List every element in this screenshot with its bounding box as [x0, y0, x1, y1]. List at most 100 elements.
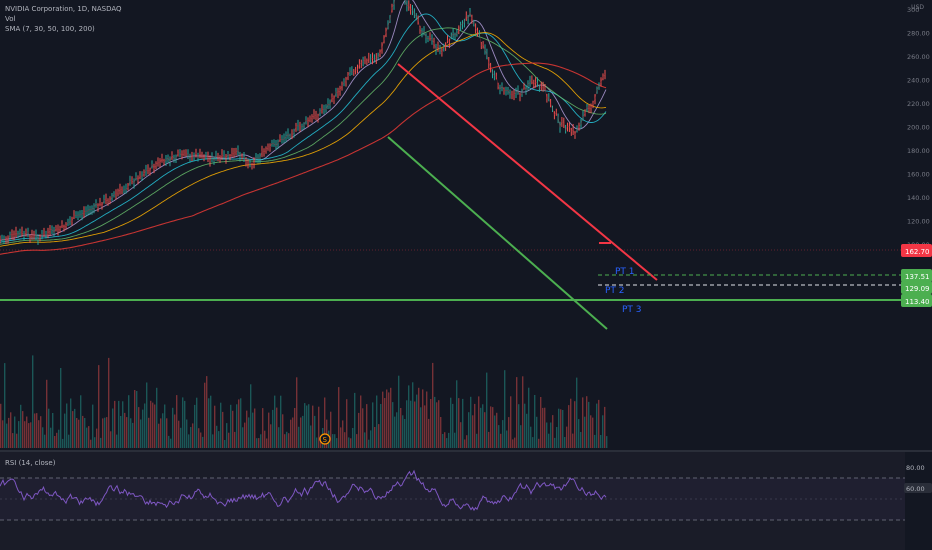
volume-bar [120, 416, 122, 448]
volume-bar [526, 413, 528, 448]
volume-bar [440, 417, 442, 448]
volume-indicator-label[interactable]: Vol [5, 15, 16, 23]
support-trendline[interactable] [387, 136, 608, 330]
volume-bar [52, 413, 54, 448]
volume-bar [50, 427, 52, 448]
sma-indicator-label[interactable]: SMA (7, 30, 50, 100, 200) [5, 25, 95, 33]
volume-bar [38, 420, 40, 448]
volume-bar [314, 415, 316, 448]
volume-bar [334, 434, 336, 448]
volume-bar [170, 438, 172, 448]
volume-bar [468, 412, 470, 448]
volume-bar [450, 397, 452, 448]
volume-bar [234, 431, 236, 448]
volume-bar [356, 434, 358, 448]
volume-bar [66, 403, 68, 448]
volume-bar [554, 437, 556, 448]
event-marker[interactable] [319, 433, 331, 445]
volume-bar [518, 404, 520, 448]
volume-bar [182, 397, 184, 448]
volume-bar [220, 402, 222, 448]
resistance-trendline[interactable] [397, 63, 658, 281]
price-badge-target-1: 137.51 [901, 269, 932, 282]
volume-bar [172, 407, 174, 448]
volume-bar [524, 403, 526, 448]
volume-bar [394, 416, 396, 448]
volume-bar [292, 417, 294, 448]
volume-bar [398, 375, 400, 448]
volume-bar [138, 407, 140, 448]
volume-bar [230, 404, 232, 448]
symbol-title[interactable]: NVIDIA Corporation, 1D, NASDAQ [5, 5, 122, 13]
volume-bar [40, 416, 42, 448]
volume-bar [416, 394, 418, 448]
volume-bar [258, 438, 260, 448]
price-badge-current-text: 162.70 [905, 248, 930, 256]
volume-bar [496, 412, 498, 448]
volume-bar [382, 391, 384, 448]
volume-bar [198, 428, 200, 448]
volume-bar [478, 396, 480, 448]
volume-bar [480, 407, 482, 448]
volume-bar [254, 408, 256, 448]
volume-bar [460, 422, 462, 448]
volume-bar [540, 397, 542, 448]
volume-bar [550, 422, 552, 448]
volume-bar [224, 440, 226, 448]
volume-bar [536, 416, 538, 448]
volume-bar [130, 418, 132, 448]
volume-bar [190, 427, 192, 448]
volume-bar [298, 426, 300, 448]
volume-bar [58, 429, 60, 448]
volume-bar [212, 434, 214, 448]
volume-bar [194, 404, 196, 448]
volume-bar [202, 436, 204, 448]
volume-bar [36, 413, 38, 448]
volume-bar [462, 398, 464, 448]
rsi-value-text: 60.00 [906, 485, 925, 493]
volume-bar [174, 414, 176, 448]
volume-bar [296, 377, 298, 448]
volume-bar [542, 407, 544, 448]
volume-bar [520, 425, 522, 448]
rsi-indicator-label[interactable]: RSI (14, close) [5, 459, 56, 467]
volume-bar [360, 395, 362, 448]
volume-bar [116, 434, 118, 448]
volume-bar [226, 423, 228, 448]
volume-bar [424, 405, 426, 448]
price-axis-tick: 120.00 [907, 218, 930, 226]
volume-bar [476, 433, 478, 448]
volume-bar [96, 428, 98, 448]
volume-bar [580, 432, 582, 448]
volume-bar [94, 437, 96, 448]
volume-bar [78, 419, 80, 448]
volume-bar [48, 408, 50, 448]
volume-bar [498, 425, 500, 448]
price-axis-tick: 300 [907, 6, 919, 14]
volume-bar [214, 405, 216, 448]
volume-bar [310, 425, 312, 448]
volume-bar [42, 427, 44, 448]
volume-bar [490, 406, 492, 448]
volume-bar [422, 389, 424, 448]
volume-bar [414, 401, 416, 448]
volume-bar [290, 419, 292, 448]
volume-bar [142, 409, 144, 448]
volume-bar [152, 402, 154, 448]
price-axis-tick: 260.00 [907, 53, 930, 61]
price-badge-target-2-text: 129.09 [905, 285, 930, 293]
volume-bar [368, 439, 370, 448]
volume-bar [392, 402, 394, 448]
volume-bar [456, 380, 458, 448]
volume-bar [528, 387, 530, 448]
volume-bar [312, 405, 314, 448]
volume-bar [128, 395, 130, 448]
price-line [0, 0, 606, 241]
volume-bar [158, 423, 160, 448]
pt1-label: PT 1 [615, 267, 635, 277]
volume-bar [146, 382, 148, 448]
rsi-pane-background [0, 452, 905, 550]
volume-bar [6, 423, 8, 448]
volume-bar [282, 414, 284, 448]
